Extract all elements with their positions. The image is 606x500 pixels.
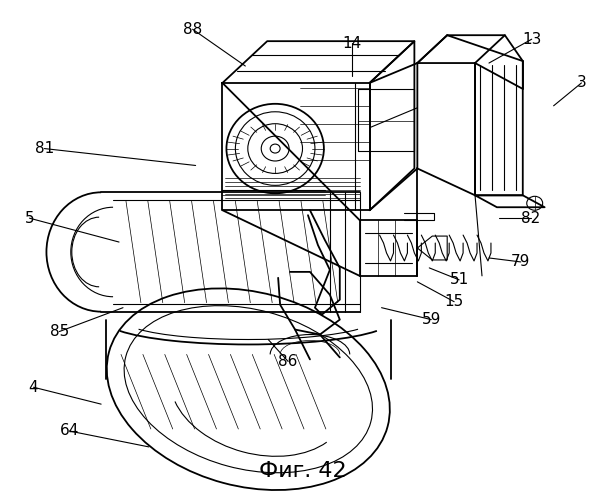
Text: 85: 85 <box>50 324 69 339</box>
Text: 79: 79 <box>511 254 530 270</box>
Text: 88: 88 <box>183 22 202 36</box>
Text: 13: 13 <box>522 32 541 46</box>
Text: Фиг. 42: Фиг. 42 <box>259 461 347 481</box>
Text: 51: 51 <box>450 272 469 287</box>
Text: 15: 15 <box>445 294 464 309</box>
Text: 82: 82 <box>521 210 541 226</box>
Text: 64: 64 <box>59 424 79 438</box>
Text: 81: 81 <box>35 141 54 156</box>
Text: 86: 86 <box>278 354 298 369</box>
Text: 14: 14 <box>342 36 361 51</box>
Text: 3: 3 <box>576 76 587 90</box>
Text: 5: 5 <box>25 210 35 226</box>
Text: 59: 59 <box>422 312 441 327</box>
Text: 4: 4 <box>28 380 38 394</box>
